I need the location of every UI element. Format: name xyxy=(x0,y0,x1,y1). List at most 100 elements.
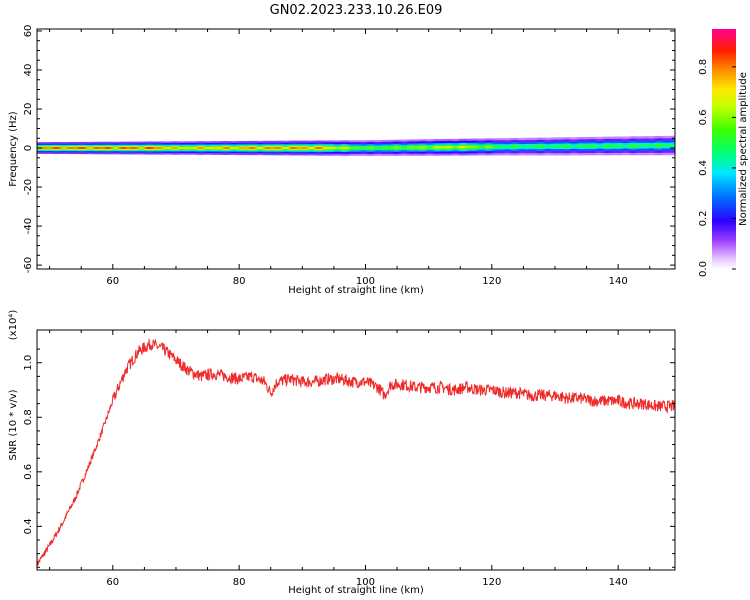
spectrogram-cell xyxy=(641,144,644,148)
snr-panel: 60 80 100 120 140 0.4 0.6 0.8 1.0 Height of str… xyxy=(8,310,676,596)
spectrogram-cell xyxy=(323,146,326,150)
spectrogram-cell xyxy=(521,145,524,148)
spectrogram-cell xyxy=(339,146,342,150)
spectrogram-cell xyxy=(571,144,574,148)
spectrogram-cell xyxy=(61,147,64,149)
spectrogram-cell xyxy=(593,144,596,148)
spectrogram-cell xyxy=(369,146,372,150)
spectrogram-cell xyxy=(55,147,58,149)
spectrogram-y-tick-label: -20 xyxy=(23,179,34,195)
spectrogram-y-tick-label: 0 xyxy=(23,145,34,151)
spectrogram-cell xyxy=(519,145,522,148)
spectrogram-cell xyxy=(247,147,250,150)
spectrogram-cell xyxy=(365,146,368,150)
spectrogram-cell xyxy=(329,146,332,150)
spectrogram-cell xyxy=(597,144,600,148)
snr-y-tick-label: 0.6 xyxy=(23,464,34,480)
spectrogram-cell xyxy=(197,147,200,149)
spectrogram-cell xyxy=(427,146,430,149)
spectrogram-cell xyxy=(131,147,134,149)
spectrogram-cell xyxy=(433,146,436,149)
spectrogram-cell xyxy=(449,146,452,149)
spectrogram-cell xyxy=(191,147,194,149)
spectrogram-cell xyxy=(125,147,128,149)
spectrogram-cell xyxy=(83,147,86,149)
spectrogram-cell xyxy=(405,146,408,149)
spectrogram-cell xyxy=(317,146,320,150)
spectrogram-cell xyxy=(573,144,576,148)
spectrogram-cell xyxy=(515,145,518,148)
spectrogram-cell xyxy=(659,144,662,147)
snr-y-label: SNR (10 * v/v) xyxy=(8,389,19,460)
snr-frame xyxy=(36,329,676,571)
spectrogram-cell xyxy=(471,145,474,149)
spectrogram-cell xyxy=(399,146,402,149)
spectrogram-cell xyxy=(489,145,492,149)
spectrogram-cell xyxy=(363,146,366,150)
spectrogram-cell xyxy=(403,146,406,149)
spectrogram-cell xyxy=(207,147,210,149)
spectrogram-cell xyxy=(499,145,502,149)
spectrogram-cell xyxy=(481,145,484,149)
spectrogram-cell xyxy=(257,147,260,150)
spectrogram-cell xyxy=(561,145,564,148)
spectrogram-cell xyxy=(315,146,318,150)
spectrogram-cell xyxy=(219,147,222,149)
snr-series-line xyxy=(36,338,676,568)
spectrogram-cell xyxy=(455,146,458,149)
spectrogram-cell xyxy=(591,144,594,148)
spectrogram-cell xyxy=(263,147,266,150)
spectrogram-cell xyxy=(483,145,486,149)
spectrogram-cell xyxy=(289,146,292,150)
spectrogram-cell xyxy=(575,144,578,148)
spectrogram-cell xyxy=(631,144,634,148)
spectrogram-y-tick-label: -40 xyxy=(23,218,34,234)
spectrogram-cell xyxy=(651,144,654,148)
spectrogram-cell xyxy=(621,144,624,148)
spectrogram-cell xyxy=(645,144,648,148)
spectrogram-cell xyxy=(381,146,384,149)
spectrogram-cell xyxy=(383,146,386,149)
spectrogram-cell xyxy=(543,145,546,148)
spectrogram-cell xyxy=(407,146,410,149)
spectrogram-cell xyxy=(409,146,412,149)
spectrogram-cell xyxy=(313,146,316,150)
spectrogram-cell xyxy=(625,144,628,148)
spectrogram-cell xyxy=(523,145,526,148)
spectrogram-cell xyxy=(479,145,482,149)
spectrogram-cell xyxy=(557,145,560,148)
spectrogram-cell xyxy=(241,147,244,150)
spectrogram-cell xyxy=(127,147,130,149)
spectrogram-cell xyxy=(251,147,254,150)
spectrogram-x-tick-label: 80 xyxy=(233,276,246,287)
spectrogram-cell xyxy=(367,146,370,150)
spectrogram-cell xyxy=(67,147,70,149)
spectrogram-cell xyxy=(81,147,84,149)
spectrogram-cell xyxy=(343,146,346,150)
spectrogram-cell xyxy=(273,147,276,150)
spectrogram-cell xyxy=(227,147,230,150)
spectrogram-cell xyxy=(97,147,100,149)
spectrogram-cell xyxy=(563,145,566,148)
spectrogram-cell xyxy=(213,147,216,149)
spectrogram-cell xyxy=(601,144,604,148)
spectrogram-cell xyxy=(337,146,340,150)
spectrogram-cell xyxy=(143,147,146,149)
spectrogram-cell xyxy=(243,147,246,150)
snr-x-tick-label: 120 xyxy=(482,577,501,588)
spectrogram-cell xyxy=(661,144,664,147)
spectrogram-cell xyxy=(169,147,172,149)
spectrogram-cell xyxy=(567,145,570,148)
spectrogram-cell xyxy=(69,147,72,149)
spectrogram-cell xyxy=(673,144,676,147)
spectrogram-cell xyxy=(123,147,126,149)
spectrogram-cell xyxy=(181,147,184,149)
spectrogram-cell xyxy=(355,146,358,150)
spectrogram-cell xyxy=(531,145,534,148)
spectrogram-cell xyxy=(79,147,82,149)
spectrogram-cell xyxy=(509,145,512,148)
spectrogram-cell xyxy=(201,147,204,149)
spectrogram-y-tick-label: 40 xyxy=(23,64,34,77)
spectrogram-x-ticks: 60 80 100 120 140 xyxy=(49,29,651,287)
spectrogram-cell xyxy=(629,144,632,148)
